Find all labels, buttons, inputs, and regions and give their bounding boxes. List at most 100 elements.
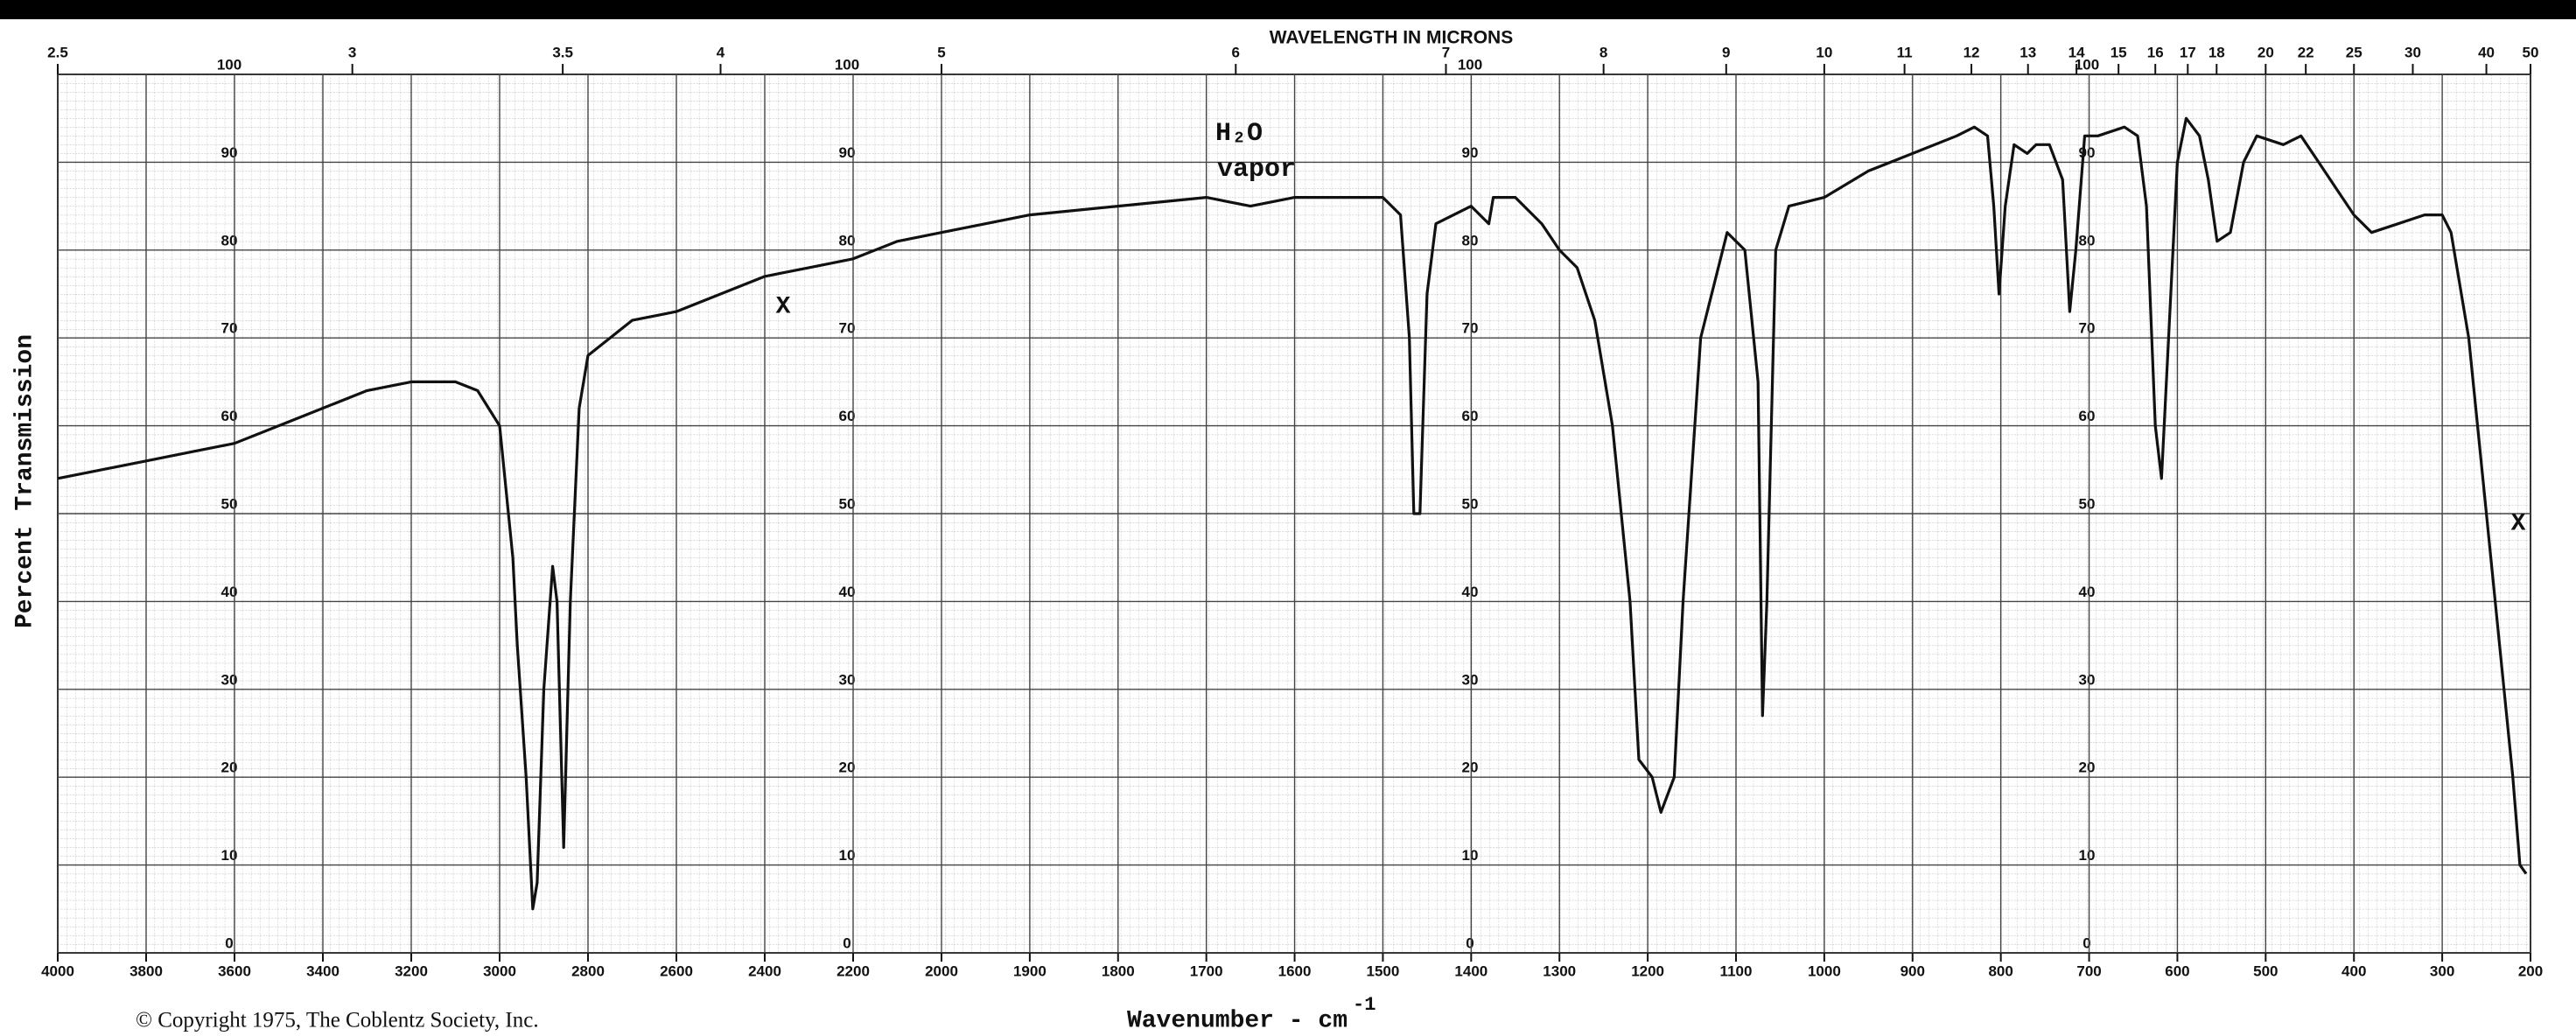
annotation: H₂O [1215, 119, 1263, 149]
y-tick-label: 80 [2079, 232, 2096, 248]
x-tick-label: 4000 [41, 962, 74, 979]
x2-tick-label: 11 [1897, 44, 1913, 60]
x2-tick-label: 20 [2258, 44, 2274, 60]
x-axis-label-exponent: -1 [1353, 994, 1376, 1016]
y-tick-label: 30 [221, 671, 238, 688]
y-tick-label: 40 [839, 584, 856, 600]
x2-tick-label: 2.5 [47, 44, 68, 60]
x2-tick-label: 5 [937, 44, 945, 60]
x2-tick-label: 30 [2404, 44, 2421, 60]
y-tick-label: 50 [221, 495, 238, 512]
y-tick-label: 0 [843, 934, 850, 951]
x2-tick-label: 3 [348, 44, 356, 60]
y-tick-label: 60 [839, 408, 856, 424]
y-tick-label: 90 [221, 144, 238, 161]
y-tick-label: 70 [1462, 320, 1479, 337]
y-tick-label: 0 [225, 934, 233, 951]
x-tick-label: 1800 [1102, 962, 1135, 979]
y-tick-label: 50 [839, 495, 856, 512]
x-tick-label: 3600 [218, 962, 251, 979]
y-tick-label: 60 [221, 408, 238, 424]
y-tick-label: 80 [1462, 232, 1479, 248]
y-tick-label: 100 [835, 56, 859, 73]
x-tick-label: 2600 [660, 962, 693, 979]
y-tick-label: 100 [217, 56, 242, 73]
x-axis-label: Wavenumber - cm [1127, 1007, 1348, 1034]
x2-tick-label: 14 [2068, 44, 2085, 60]
x-tick-label: 1100 [1720, 962, 1753, 979]
x2-tick-label: 3.5 [552, 44, 573, 60]
x-tick-label: 3000 [483, 962, 516, 979]
x2-tick-label: 25 [2346, 44, 2362, 60]
x2-tick-label: 10 [1816, 44, 1832, 60]
y-tick-label: 10 [839, 847, 856, 864]
y-tick-label: 70 [839, 320, 856, 337]
y-axis-label: Percent Transmission [11, 334, 38, 628]
x2-tick-label: 6 [1232, 44, 1240, 60]
x2-tick-label: 4 [717, 44, 725, 60]
x2-tick-label: 9 [1722, 44, 1730, 60]
x-tick-label: 1000 [1808, 962, 1841, 979]
x2-tick-label: 7 [1442, 44, 1450, 60]
y-tick-label: 10 [2079, 847, 2096, 864]
x2-tick-label: 12 [1964, 44, 1980, 60]
y-tick-label: 70 [221, 320, 238, 337]
x-tick-label: 1300 [1543, 962, 1576, 979]
x-tick-label: 1900 [1013, 962, 1046, 979]
y-tick-label: 30 [839, 671, 856, 688]
y-tick-label: 30 [1462, 671, 1479, 688]
y-tick-label: 40 [221, 584, 238, 600]
y-tick-label: 10 [1462, 847, 1479, 864]
y-tick-label: 100 [1458, 56, 1482, 73]
x-tick-label: 1200 [1631, 962, 1664, 979]
x2-tick-label: 15 [2110, 44, 2127, 60]
x-tick-label: 500 [2253, 962, 2278, 979]
x2-tick-label: 22 [2298, 44, 2314, 60]
y-tick-label: 40 [2079, 584, 2096, 600]
y-tick-label: 20 [221, 760, 238, 776]
y-tick-label: 80 [839, 232, 856, 248]
x-tick-label: 200 [2518, 962, 2543, 979]
annotation: X [2511, 510, 2526, 537]
y-tick-label: 30 [2079, 671, 2096, 688]
y-tick-label: 90 [839, 144, 856, 161]
y-tick-label: 100 [2075, 56, 2099, 73]
x-tick-label: 2000 [925, 962, 958, 979]
x2-tick-label: 16 [2147, 44, 2164, 60]
x-tick-label: 1500 [1367, 962, 1400, 979]
y-tick-label: 50 [1462, 495, 1479, 512]
y-tick-label: 20 [2079, 760, 2096, 776]
x-tick-label: 3800 [130, 962, 163, 979]
x-tick-label: 3200 [395, 962, 428, 979]
x2-tick-label: 18 [2208, 44, 2225, 60]
annotation: vapor [1217, 155, 1296, 185]
x-tick-label: 3400 [306, 962, 340, 979]
x-tick-label: 2400 [748, 962, 781, 979]
x2-tick-label: 13 [2020, 44, 2036, 60]
y-tick-label: 20 [1462, 760, 1479, 776]
x-tick-label: 300 [2430, 962, 2454, 979]
x-tick-label: 2200 [836, 962, 870, 979]
y-tick-label: 60 [2079, 408, 2096, 424]
x-tick-label: 1600 [1278, 962, 1312, 979]
y-tick-label: 20 [839, 760, 856, 776]
x2-tick-label: 50 [2523, 44, 2539, 60]
x-tick-label: 800 [1988, 962, 2012, 979]
x-tick-label: 900 [1900, 962, 1925, 979]
copyright: © Copyright 1975, The Coblentz Society, … [136, 1009, 539, 1032]
scan-border [0, 0, 2576, 19]
y-tick-label: 60 [1462, 408, 1479, 424]
y-tick-label: 90 [2079, 144, 2096, 161]
chart-title: WAVELENGTH IN MICRONS [1270, 28, 1513, 48]
y-tick-label: 0 [1466, 934, 1474, 951]
y-tick-label: 90 [1462, 144, 1479, 161]
x-tick-label: 1400 [1454, 962, 1488, 979]
y-tick-label: 0 [2082, 934, 2090, 951]
x-tick-label: 600 [2165, 962, 2189, 979]
spectrum-line [57, 116, 2528, 911]
y-tick-label: 70 [2079, 320, 2096, 337]
x-tick-label: 400 [2342, 962, 2366, 979]
annotation: X [776, 293, 791, 320]
